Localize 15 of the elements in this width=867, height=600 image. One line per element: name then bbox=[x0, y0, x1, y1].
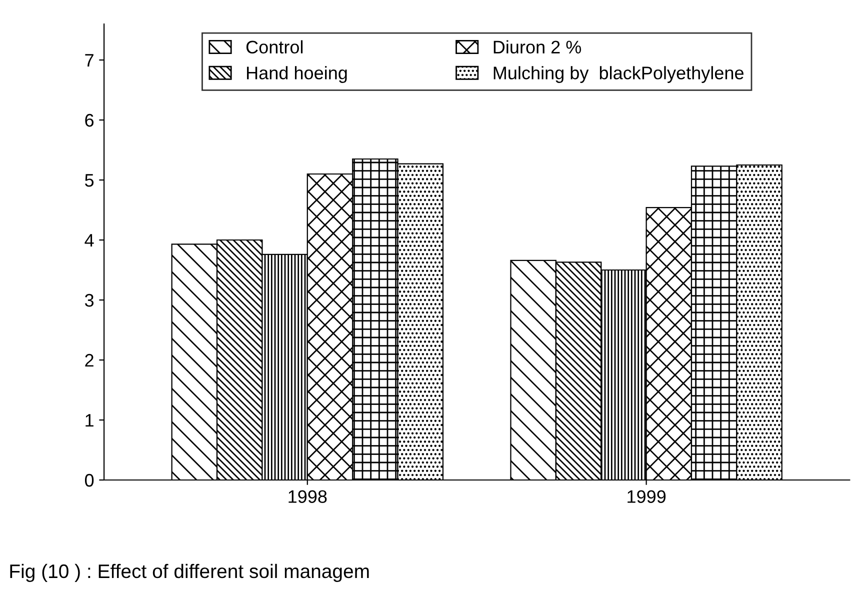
y-tick-label: 1 bbox=[86, 414, 94, 427]
y-tick-label: 5 bbox=[85, 174, 94, 187]
y-tick-label: 6 bbox=[85, 114, 94, 127]
y-tick-label: 3 bbox=[84, 294, 94, 307]
legend-label: Diuron 2 % bbox=[494, 40, 582, 54]
y-tick-label: 2 bbox=[85, 354, 94, 367]
legend-label: Mulching by blackPolyethylene bbox=[494, 66, 744, 83]
y-tick-label: 4 bbox=[84, 234, 94, 247]
text: Fig (10 ) : Effect of different soil managem bbox=[10, 564, 369, 582]
x-tick-label: 1999 bbox=[628, 490, 666, 503]
y-tick-label: 7 bbox=[85, 54, 94, 67]
x-tick-label: 1998 bbox=[288, 490, 327, 503]
y-tick-label: 0 bbox=[84, 474, 94, 487]
legend-label: Control bbox=[246, 40, 303, 54]
legend-label: Hand hoeing bbox=[247, 66, 347, 83]
